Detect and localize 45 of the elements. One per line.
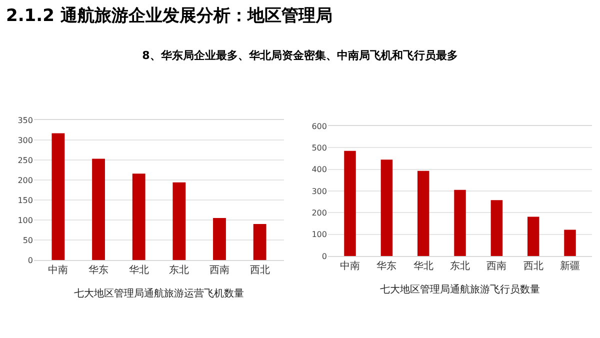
y-tick-label: 600 <box>312 122 327 131</box>
y-tick-label: 250 <box>18 156 33 165</box>
x-tick-label: 西北 <box>523 260 544 272</box>
bar <box>253 224 266 260</box>
y-tick-label: 150 <box>18 196 33 205</box>
chart-title: 2.1.2 通航旅游企业发展分析：地区管理局 <box>6 5 332 27</box>
x-tick-label: 中南 <box>340 260 360 272</box>
y-tick-label: 200 <box>312 208 327 218</box>
y-tick-label: 300 <box>18 136 33 145</box>
x-tick-label: 华北 <box>128 264 149 276</box>
bar <box>92 158 105 260</box>
y-tick-label: 0 <box>28 256 33 265</box>
bar <box>132 174 146 260</box>
x-tick-label: 东北 <box>450 260 470 272</box>
bar <box>527 216 540 256</box>
x-tick-label: 华东 <box>88 264 109 276</box>
x-tick-label: 华北 <box>413 260 434 272</box>
y-tick-label: 200 <box>18 176 33 185</box>
y-tick-label: 300 <box>312 186 327 196</box>
y-tick-label: 50 <box>22 236 33 245</box>
chart-subtitle: 8、华东局企业最多、华北局资金密集、中南局飞机和飞行员最多 <box>141 48 459 63</box>
bar <box>213 218 226 260</box>
bar <box>52 133 65 260</box>
x-tick-label: 西南 <box>209 264 230 276</box>
bar <box>380 160 393 256</box>
bar <box>344 150 356 256</box>
y-tick-label: 350 <box>18 116 33 125</box>
y-tick-label: 0 <box>322 252 327 261</box>
x-tick-label: 华东 <box>376 260 397 272</box>
bar <box>564 230 576 256</box>
x-axis-title: 七大地区管理局通航旅游运营飞机数量 <box>74 288 244 300</box>
y-tick-label: 100 <box>18 216 33 225</box>
x-tick-label: 东北 <box>169 264 190 276</box>
x-tick-label: 新疆 <box>560 260 580 272</box>
x-axis-title: 七大地区管理局通航旅游飞行员数量 <box>380 284 540 296</box>
x-tick-label: 西北 <box>250 264 270 276</box>
bar <box>454 190 466 256</box>
y-tick-label: 100 <box>312 230 327 240</box>
x-tick-label: 中南 <box>48 264 68 276</box>
y-tick-label: 400 <box>312 165 327 174</box>
x-tick-label: 西南 <box>486 260 507 272</box>
bar <box>417 170 430 256</box>
bar <box>172 182 186 260</box>
bar <box>490 200 503 256</box>
y-tick-label: 500 <box>312 143 327 152</box>
